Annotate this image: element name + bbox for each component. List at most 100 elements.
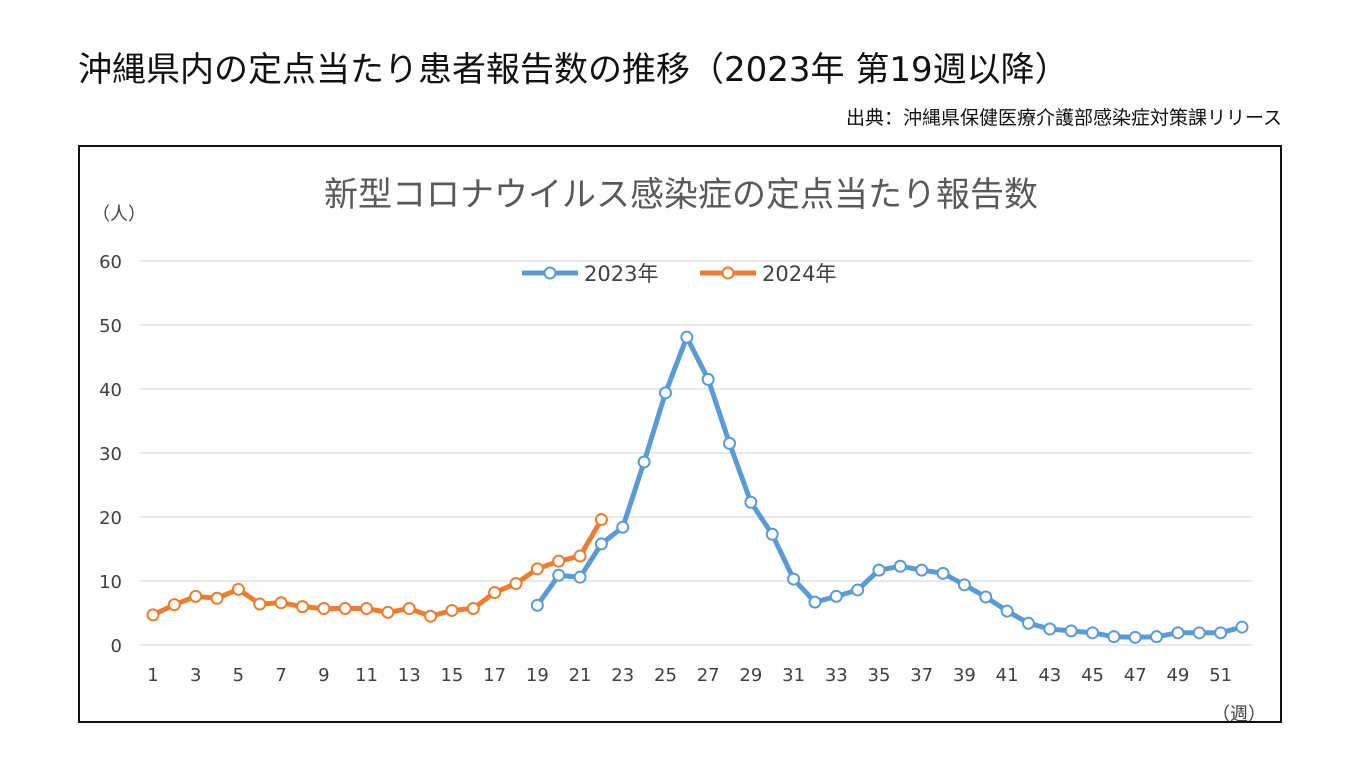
series-layer [146,330,1249,644]
data-point [552,554,566,568]
x-tick-label: 15 [440,665,463,686]
data-point [1107,630,1121,644]
data-point [829,589,843,603]
x-tick-label: 21 [569,665,592,686]
y-tick-label: 50 [99,316,122,337]
data-point [317,602,331,616]
x-tick-label: 43 [1038,665,1061,686]
legend-swatch-marker [543,266,557,280]
data-point [979,590,993,604]
y-axis-unit: （人） [92,204,146,225]
series-line [534,334,1245,640]
data-point [701,372,715,386]
data-point [851,583,865,597]
data-point [167,598,181,612]
data-point [872,563,886,577]
data-point [402,602,416,616]
x-tick-label: 35 [868,665,891,686]
data-point [1192,626,1206,640]
data-point [1021,616,1035,630]
data-point [765,527,779,541]
legend-item-1: 2023年 [522,262,658,286]
data-point [274,596,288,610]
x-axis-unit: （週） [1212,704,1266,725]
x-tick-label: 13 [398,665,421,686]
data-point [1128,630,1142,644]
data-point [231,582,245,596]
series-2 [146,513,608,623]
y-tick-label: 0 [111,636,122,657]
x-tick-label: 33 [825,665,848,686]
y-axis-ticks: 0 10 20 30 40 50 60 [99,252,122,657]
x-tick-label: 17 [483,665,506,686]
series-line [150,517,604,619]
data-point [295,600,309,614]
data-point [808,595,822,609]
x-tick-label: 25 [654,665,677,686]
data-point [893,559,907,573]
data-point [253,597,267,611]
data-point [445,603,459,617]
data-point [210,591,224,605]
x-tick-label: 27 [697,665,720,686]
data-point [1000,604,1014,618]
data-point [424,609,438,623]
data-point [1214,626,1228,640]
x-tick-label: 31 [782,665,805,686]
data-point [466,602,480,616]
legend: 2023年 2024年 [522,262,836,286]
legend-label: 2023年 [584,262,658,286]
y-tick-label: 40 [99,380,122,401]
data-point [915,563,929,577]
x-tick-label: 47 [1124,665,1147,686]
page-title: 沖縄県内の定点当たり患者報告数の推移（2023年 第19週以降） [78,50,1069,90]
data-point [488,586,502,600]
data-point [787,572,801,586]
data-point [1064,624,1078,638]
x-tick-label: 3 [190,665,201,686]
data-point [1086,626,1100,640]
data-point [936,566,950,580]
chart-frame [78,145,1282,723]
data-point [530,562,544,576]
source-credit: 出典：沖縄県保健医療介護部感染症対策課リリース [845,107,1282,129]
data-point [1150,630,1164,644]
data-point [573,570,587,584]
data-point [744,495,758,509]
y-tick-label: 10 [99,572,122,593]
x-tick-label: 19 [526,665,549,686]
data-point [1043,622,1057,636]
data-point [573,549,587,563]
data-point [1235,620,1249,634]
data-point [723,436,737,450]
data-point [658,386,672,400]
data-point [680,330,694,344]
series-1 [530,330,1249,644]
x-tick-label: 9 [318,665,329,686]
x-tick-label: 11 [355,665,378,686]
data-point [957,578,971,592]
data-point [509,577,523,591]
legend-item-2: 2024年 [700,262,836,286]
x-tick-label: 29 [739,665,762,686]
data-point [381,605,395,619]
x-tick-label: 37 [910,665,933,686]
x-tick-label: 49 [1166,665,1189,686]
x-tick-label: 1 [147,665,158,686]
data-point [146,608,160,622]
grid-lines [140,260,1252,646]
y-tick-label: 20 [99,508,122,529]
x-tick-label: 5 [233,665,244,686]
data-point [189,589,203,603]
data-point [1171,626,1185,640]
x-tick-label: 41 [996,665,1019,686]
data-point [360,602,374,616]
data-point [594,537,608,551]
x-axis-ticks: 1 3 5 7 9 11 13 15 17 19 21 23 25 27 29 31 33 35 37 39 41 43 4… [147,665,1232,686]
data-point [552,568,566,582]
data-point [530,598,544,612]
x-tick-label: 45 [1081,665,1104,686]
y-tick-label: 30 [99,444,122,465]
y-tick-label: 60 [99,252,122,273]
